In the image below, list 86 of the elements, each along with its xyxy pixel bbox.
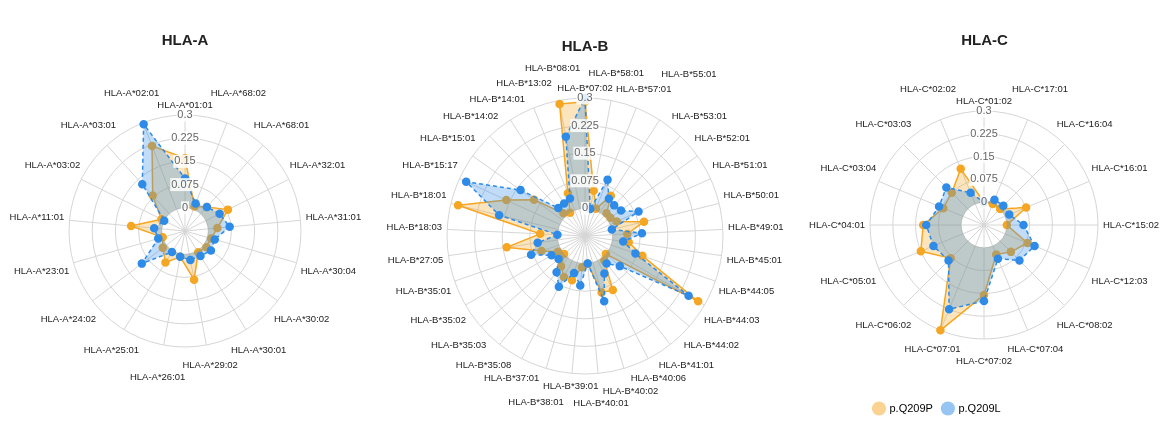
spoke-label: HLA-C*05:01 [820,274,877,286]
spoke-label: HLA-C*15:02 [1103,218,1159,230]
spoke-label: HLA-C*02:02 [900,83,956,95]
spoke-label: HLA-B*35:08 [455,358,512,370]
spoke-label: HLA-B*15:01 [420,131,476,143]
legend-label: p.Q209L [958,401,1001,414]
spoke-label: HLA-C*07:01 [904,342,961,354]
y-tick-label: 0.15 [574,146,596,159]
y-tick-label: 0 [980,195,988,208]
y-tick-label: 0.15 [973,149,995,162]
spoke-label: HLA-B*07:02 [557,81,613,93]
spoke-label: HLA-B*38:01 [508,396,564,408]
spoke-label: HLA-B*55:01 [661,67,717,79]
spoke-label: HLA-B*50:01 [723,189,780,201]
spoke-label: HLA-C*07:04 [1007,342,1064,354]
spoke-label: HLA-B*14:02 [442,109,499,121]
spoke-label: HLA-A*24:02 [40,312,97,324]
y-tick-label: 0.15 [174,154,196,167]
spoke-label: HLA-A*03:02 [24,158,81,170]
spoke-label: HLA-C*16:04 [1056,117,1113,129]
spoke-label: HLA-C*01:02 [956,94,1012,106]
spoke-label: HLA-B*58:01 [588,67,644,79]
spoke-label: HLA-C*12:03 [1091,274,1148,286]
spoke-label: HLA-B*41:01 [658,358,715,370]
spoke-label: HLA-B*40:06 [630,371,687,383]
chart-title: HLA-C [961,31,1008,49]
spoke-label: HLA-B*53:01 [671,109,728,121]
spoke-label: HLA-A*11:01 [9,210,65,222]
spoke-label: HLA-B*35:01 [395,285,452,297]
spoke-label: HLA-C*08:02 [1056,319,1113,331]
spoke-label: HLA-A*26:01 [129,371,186,383]
spoke-label: HLA-A*23:01 [13,265,70,277]
y-tick-label: 0.225 [571,118,599,131]
spoke-label: HLA-C*03:04 [820,162,877,174]
spoke-label: HLA-B*49:01 [728,221,784,233]
spoke-label: HLA-A*30:02 [273,312,330,324]
spoke-label: HLA-A*03:01 [60,118,117,130]
y-tick-label: 0 [581,201,589,214]
spoke-label: HLA-C*07:02 [956,354,1012,366]
spoke-label: HLA-B*18:01 [390,189,447,201]
spoke-label: HLA-C*03:03 [855,117,912,129]
spoke-label: HLA-B*08:01 [524,61,581,73]
spoke-label: HLA-A*68:02 [210,86,267,98]
spoke-label: HLA-C*06:02 [855,319,912,331]
spoke-label: HLA-B*39:01 [542,379,599,391]
spoke-label: HLA-B*44:02 [683,339,740,351]
spoke-label: HLA-B*35:02 [410,314,466,326]
spoke-label: HLA-B*45:01 [726,253,783,265]
spoke-label: HLA-B*44:05 [718,285,775,297]
spoke-label: HLA-C*16:01 [1091,162,1148,174]
y-tick-label: 0.075 [171,177,199,190]
spoke-label: HLA-A*32:01 [289,158,346,170]
y-tick-label: 0.075 [571,173,599,186]
spoke-label: HLA-B*15:17 [402,158,458,170]
spoke-label: HLA-A*31:01 [305,210,362,222]
spoke-label: HLA-B*51:01 [712,158,768,170]
y-tick-label: 0 [181,200,189,213]
spoke-label: HLA-B*35:03 [430,339,487,351]
spoke-label: HLA-A*30:01 [230,343,287,355]
spoke-label: HLA-B*44:03 [704,314,760,326]
spoke-label: HLA-B*27:05 [387,253,444,265]
spoke-label: HLA-A*02:01 [103,86,160,98]
spoke-label: HLA-A*29:02 [182,359,238,371]
spoke-label: HLA-B*40:02 [602,384,659,396]
spoke-label: HLA-B*37:01 [483,371,540,383]
y-tick-label: 0.225 [171,131,199,144]
spoke-label: HLA-B*52:01 [694,131,750,143]
spoke-label: HLA-A*01:01 [157,98,213,110]
spoke-label: HLA-A*30:04 [300,265,357,277]
spoke-label: HLA-C*17:01 [1012,83,1068,95]
spoke-label: HLA-B*18:03 [386,221,442,233]
y-tick-label: 0.3 [177,108,193,121]
spoke-label: HLA-B*57:01 [615,82,672,94]
spoke-label: HLA-B*40:01 [573,397,629,409]
spoke-label: HLA-A*68:01 [253,118,310,130]
chart-title: HLA-A [161,31,209,49]
legend-label: p.Q209P [889,401,933,414]
spoke-label: HLA-A*25:01 [83,343,140,355]
chart-title: HLA-B [561,37,609,55]
y-tick-label: 0.225 [970,126,998,139]
y-tick-label: 0.075 [970,172,998,185]
spoke-label: HLA-B*13:02 [496,77,552,89]
spoke-label: HLA-C*04:01 [809,218,865,230]
spoke-label: HLA-B*14:01 [469,93,526,105]
y-tick-label: 0.3 [577,91,593,104]
y-tick-label: 0.3 [976,104,992,117]
